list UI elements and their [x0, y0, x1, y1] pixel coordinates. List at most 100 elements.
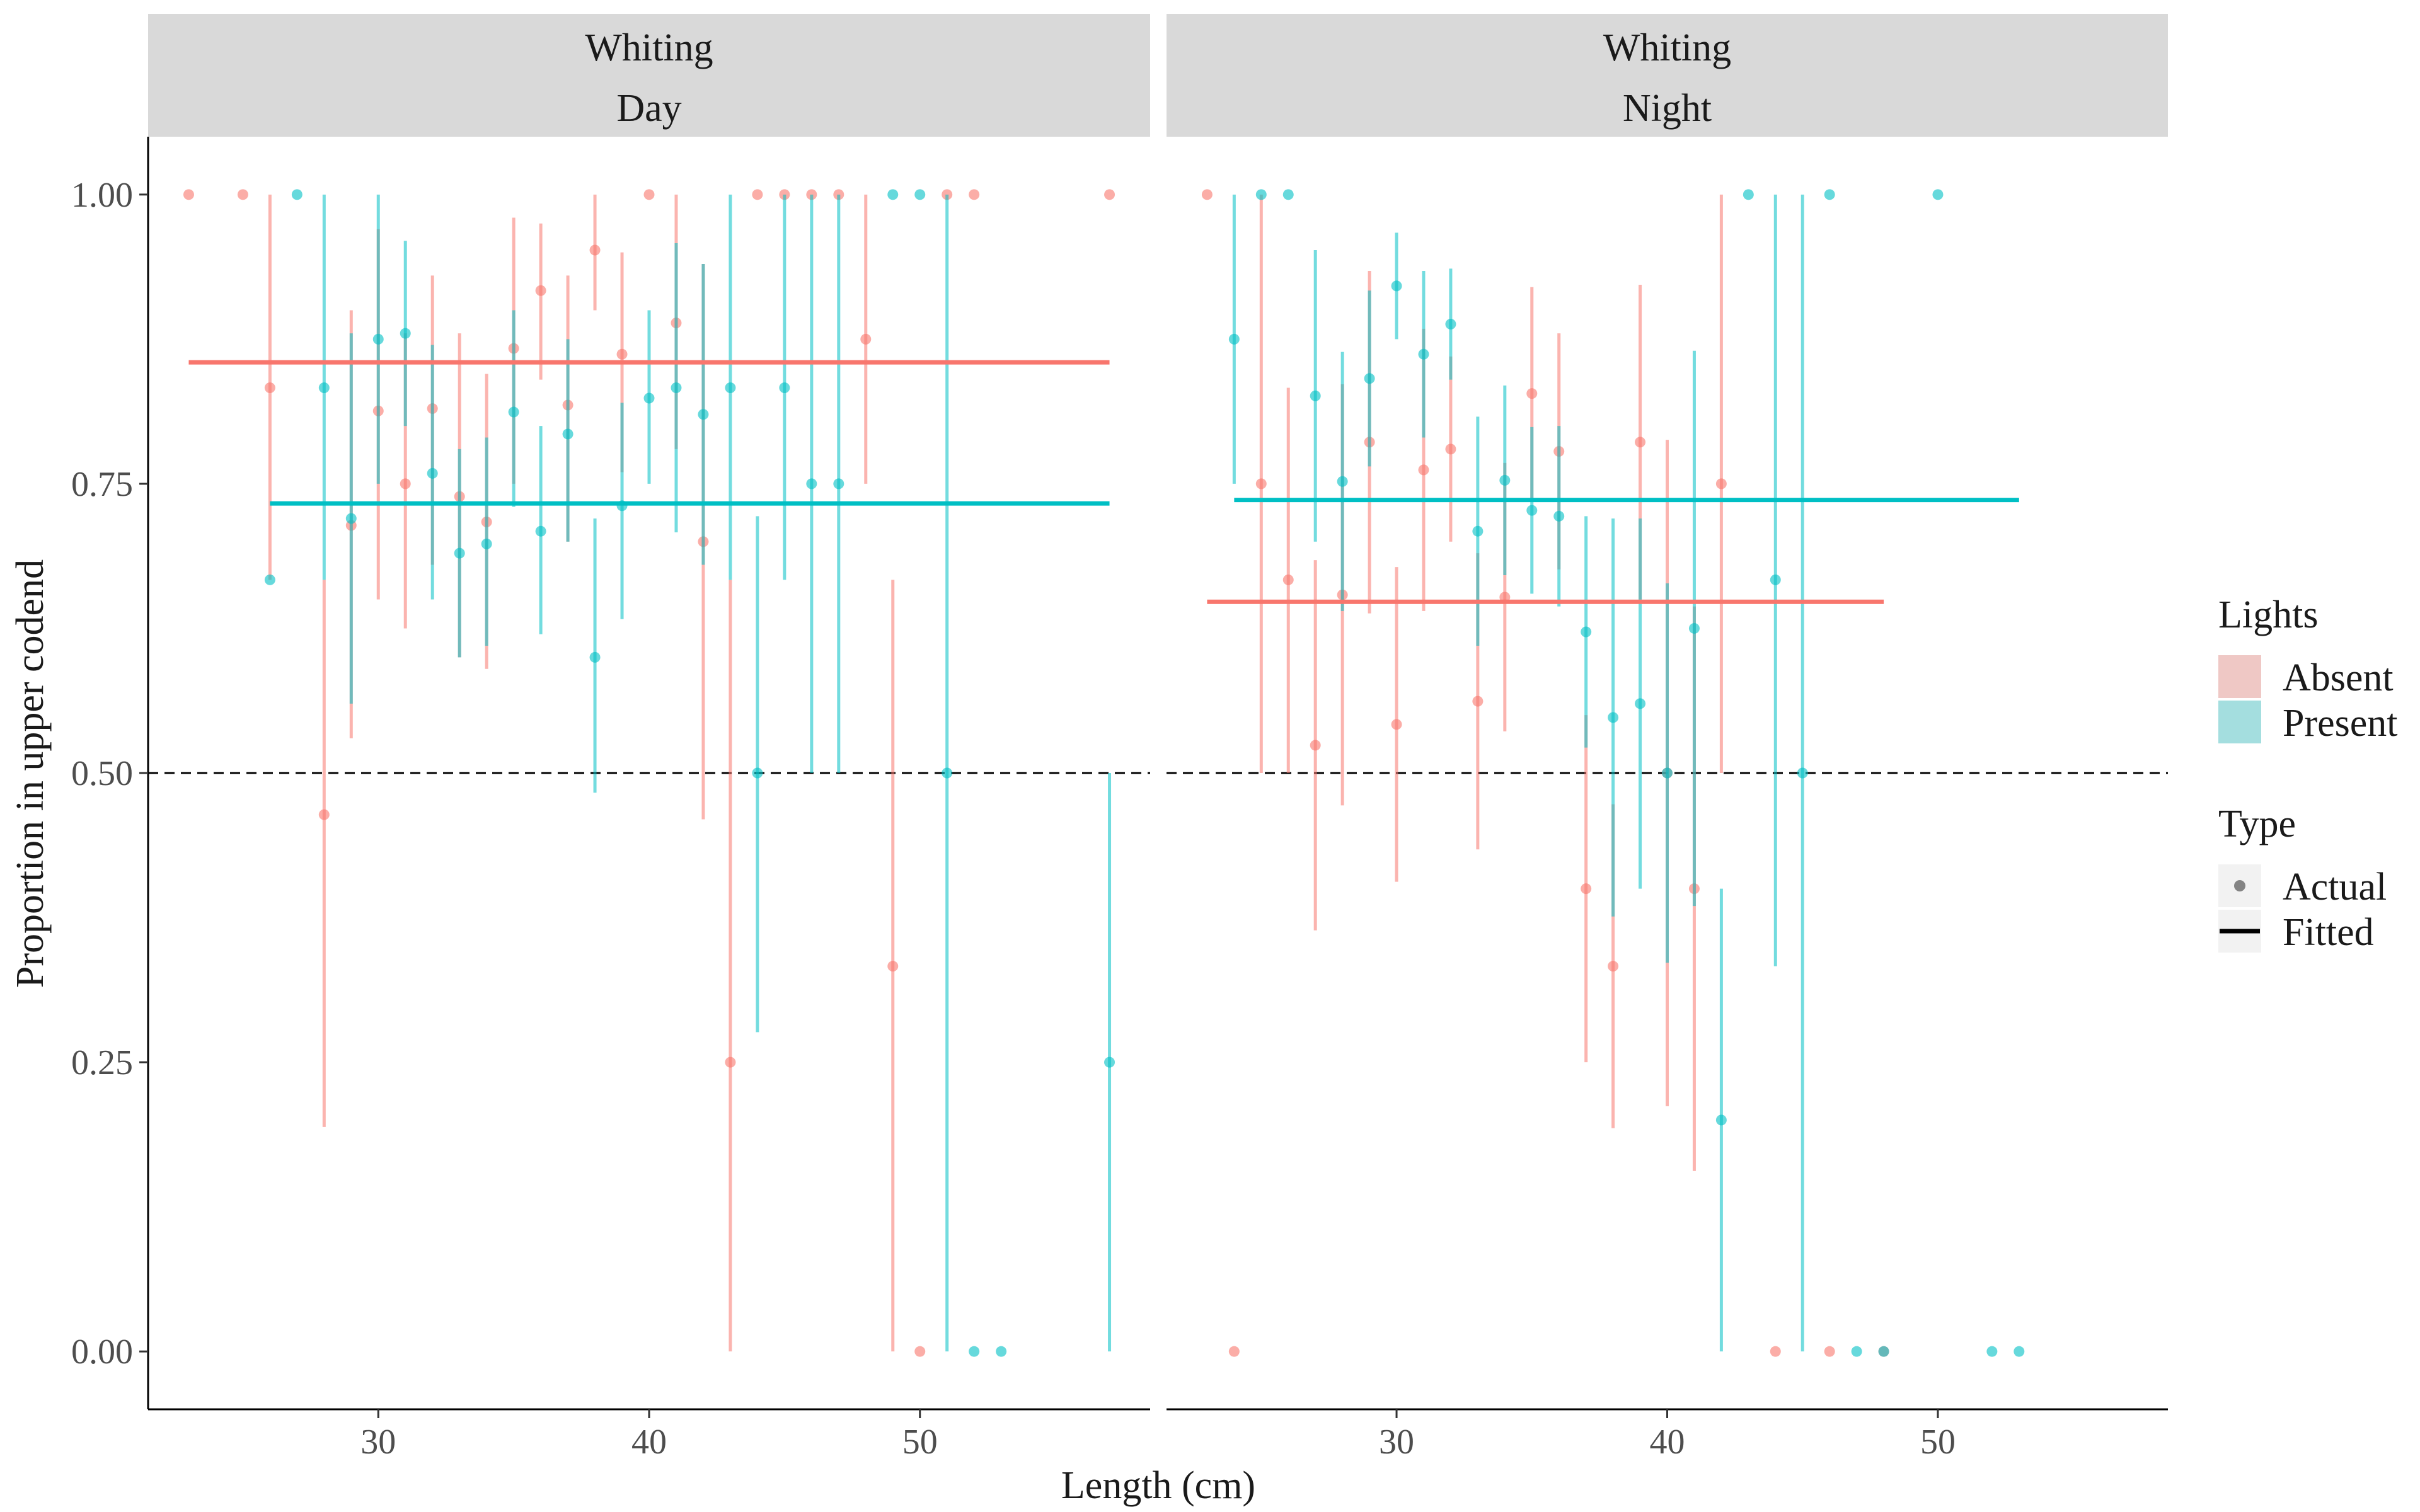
data-point [1553, 510, 1565, 522]
data-point [887, 189, 899, 200]
data-point [400, 478, 411, 490]
data-point [1228, 333, 1240, 345]
data-point [562, 428, 573, 440]
legend-key-present [2218, 701, 2261, 743]
data-point [237, 189, 248, 200]
x-axis-title: Length (cm) [1061, 1464, 1255, 1507]
x-tick-label: 50 [1920, 1423, 1956, 1462]
data-point [1770, 1346, 1781, 1357]
data-point [1878, 1346, 1889, 1357]
data-point [183, 189, 194, 200]
data-point [1310, 390, 1321, 401]
data-point [1255, 478, 1267, 490]
data-point [1282, 574, 1294, 585]
data-point [1797, 767, 1808, 779]
x-tick-label: 30 [1379, 1423, 1414, 1462]
data-point [1418, 348, 1429, 360]
data-point [1104, 1057, 1115, 1068]
data-point [942, 767, 953, 779]
legend-title-lights: Lights [2218, 593, 2318, 636]
data-point [1364, 373, 1375, 384]
data-point [291, 189, 302, 200]
data-point [914, 189, 926, 200]
legend: Lights Absent Present Type Actual Fitted [2218, 593, 2398, 954]
x-tick-label: 50 [902, 1423, 938, 1462]
y-tick-label: 1.00 [71, 176, 133, 215]
data-point [1608, 712, 1619, 723]
data-point [481, 538, 492, 549]
legend-label-fitted: Fitted [2283, 911, 2374, 954]
data-point [1635, 698, 1646, 709]
series-present [264, 189, 1115, 1357]
data-point [1986, 1346, 1998, 1357]
data-point [1851, 1346, 1862, 1357]
legend-label-actual: Actual [2283, 866, 2387, 908]
y-tick-label: 0.50 [71, 754, 133, 793]
data-point [833, 478, 844, 490]
data-point [752, 189, 763, 200]
data-point [1228, 1346, 1240, 1357]
data-point [1715, 478, 1727, 490]
data-point [1282, 189, 1294, 200]
data-point [616, 348, 628, 360]
data-point [1472, 525, 1484, 537]
data-point [427, 467, 438, 479]
legend-label-absent: Absent [2283, 656, 2394, 699]
facet-strip [148, 14, 1150, 137]
x-tick-label: 40 [631, 1423, 667, 1462]
data-point [698, 409, 709, 420]
facet-strip [1167, 14, 2168, 137]
panel-1: Whiting Day 0.00 0.25 0.50 0.75 1.00 30 40 50 [71, 14, 1150, 1462]
facet-strip-label-line1: Whiting [585, 26, 713, 69]
data-point [264, 574, 275, 585]
data-point [752, 767, 763, 779]
data-point [996, 1346, 1007, 1357]
data-point [1635, 437, 1646, 448]
data-point [1526, 505, 1538, 516]
facet-strip-label-line2: Day [616, 87, 681, 130]
data-point [589, 244, 601, 256]
data-point [318, 382, 330, 393]
data-point [1824, 189, 1835, 200]
data-point [887, 961, 899, 972]
data-point [643, 392, 655, 404]
data-point [1445, 318, 1456, 329]
data-point [1662, 767, 1673, 779]
legend-marker-actual [2234, 880, 2245, 891]
data-point [1310, 740, 1321, 751]
legend-swatch-present [2218, 701, 2261, 743]
data-point [725, 1057, 736, 1068]
y-tick-label: 0.25 [71, 1043, 133, 1082]
facet-strip-label-line1: Whiting [1603, 26, 1731, 69]
panel-2: Whiting Night 30 40 50 [1167, 14, 2168, 1462]
data-point [969, 189, 980, 200]
data-point [1581, 626, 1592, 638]
data-point [1201, 189, 1213, 200]
data-point [318, 809, 330, 820]
data-point [1715, 1114, 1727, 1126]
y-tick-label: 0.00 [71, 1332, 133, 1372]
data-point [1104, 189, 1115, 200]
data-point [1391, 280, 1402, 292]
data-point [1526, 388, 1538, 399]
data-point [1391, 719, 1402, 730]
data-point [345, 513, 357, 524]
series-present [1228, 189, 2025, 1357]
data-point [1418, 464, 1429, 476]
data-point [1824, 1346, 1835, 1357]
data-point [1688, 622, 1700, 634]
data-point [725, 382, 736, 393]
data-point [1337, 476, 1348, 487]
legend-title-type: Type [2218, 803, 2296, 845]
data-point [914, 1346, 926, 1357]
data-point [1499, 474, 1511, 486]
x-tick-label: 30 [360, 1423, 396, 1462]
data-point [671, 382, 682, 393]
data-point [1445, 444, 1456, 455]
data-point [535, 525, 546, 537]
data-point [1608, 961, 1619, 972]
data-point [1770, 574, 1781, 585]
facet-strip-label-line2: Night [1623, 87, 1712, 130]
